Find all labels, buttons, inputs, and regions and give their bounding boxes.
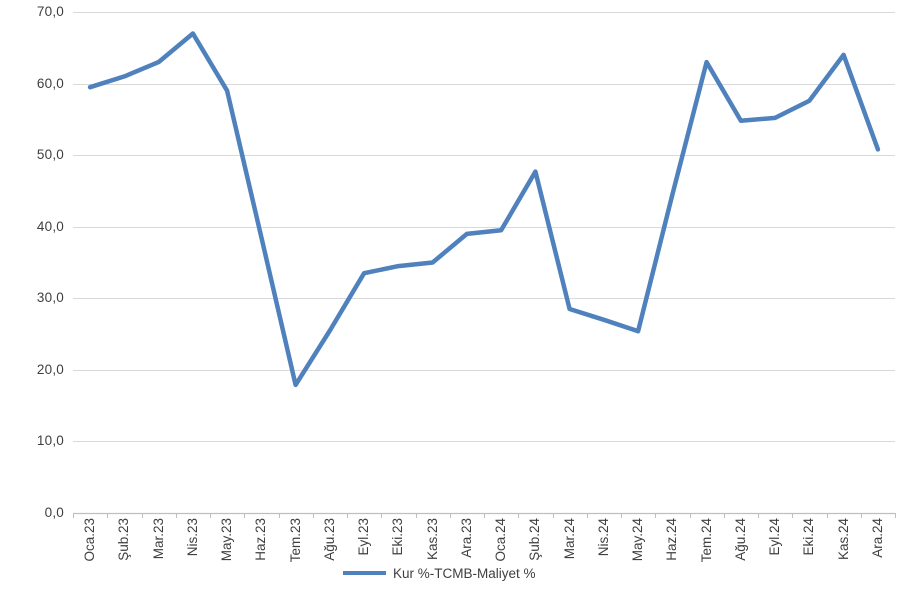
x-tick-label: Nis.23 bbox=[184, 518, 200, 557]
x-tick-label: Tem.24 bbox=[698, 518, 714, 563]
y-tick-label: 70,0 bbox=[36, 4, 64, 19]
x-tick-label: May.24 bbox=[630, 518, 646, 562]
x-tick-label: Eki.23 bbox=[390, 518, 406, 556]
x-tick-label: Eyl.24 bbox=[767, 518, 783, 556]
x-tick-label: Ağu.24 bbox=[732, 518, 748, 561]
x-tick-label: Haz.24 bbox=[664, 518, 680, 561]
x-tick-label: May.23 bbox=[219, 518, 235, 562]
x-tick-label: Tem.23 bbox=[287, 518, 303, 563]
y-tick-label: 20,0 bbox=[36, 361, 64, 377]
y-tick-label: 40,0 bbox=[36, 218, 64, 234]
x-tick-label: Kas.24 bbox=[835, 518, 851, 561]
x-tick-label: Haz.23 bbox=[253, 518, 269, 561]
x-tick-label: Eki.24 bbox=[801, 518, 817, 556]
y-tick-label: 30,0 bbox=[36, 290, 64, 306]
x-tick-label: Şub.23 bbox=[116, 518, 132, 561]
x-tick-label: Mar.24 bbox=[561, 518, 577, 560]
x-tick-label: Nis.24 bbox=[595, 518, 611, 557]
y-tick-label: 50,0 bbox=[36, 147, 64, 163]
x-tick-label: Oca.24 bbox=[493, 518, 509, 562]
x-tick-label: Eyl.23 bbox=[356, 518, 372, 556]
legend-line-swatch bbox=[343, 571, 386, 575]
y-tick-label: 60,0 bbox=[36, 75, 64, 91]
x-tick-label: Şub.24 bbox=[527, 518, 543, 561]
x-tick-label: Ara.24 bbox=[869, 518, 885, 558]
y-tick-label: 0,0 bbox=[44, 505, 64, 520]
x-tick-label: Ara.23 bbox=[458, 518, 474, 558]
series-line bbox=[87, 31, 881, 388]
legend: Kur %-TCMB-Maliyet % bbox=[343, 565, 536, 581]
y-tick-label: 10,0 bbox=[36, 433, 64, 449]
legend-series-label: Kur %-TCMB-Maliyet % bbox=[393, 565, 536, 581]
x-tick-label: Ağu.23 bbox=[321, 518, 337, 561]
x-tick-label: Kas.23 bbox=[424, 518, 440, 561]
x-tick-label: Mar.23 bbox=[150, 518, 166, 560]
x-tick-label: Oca.23 bbox=[82, 518, 98, 562]
